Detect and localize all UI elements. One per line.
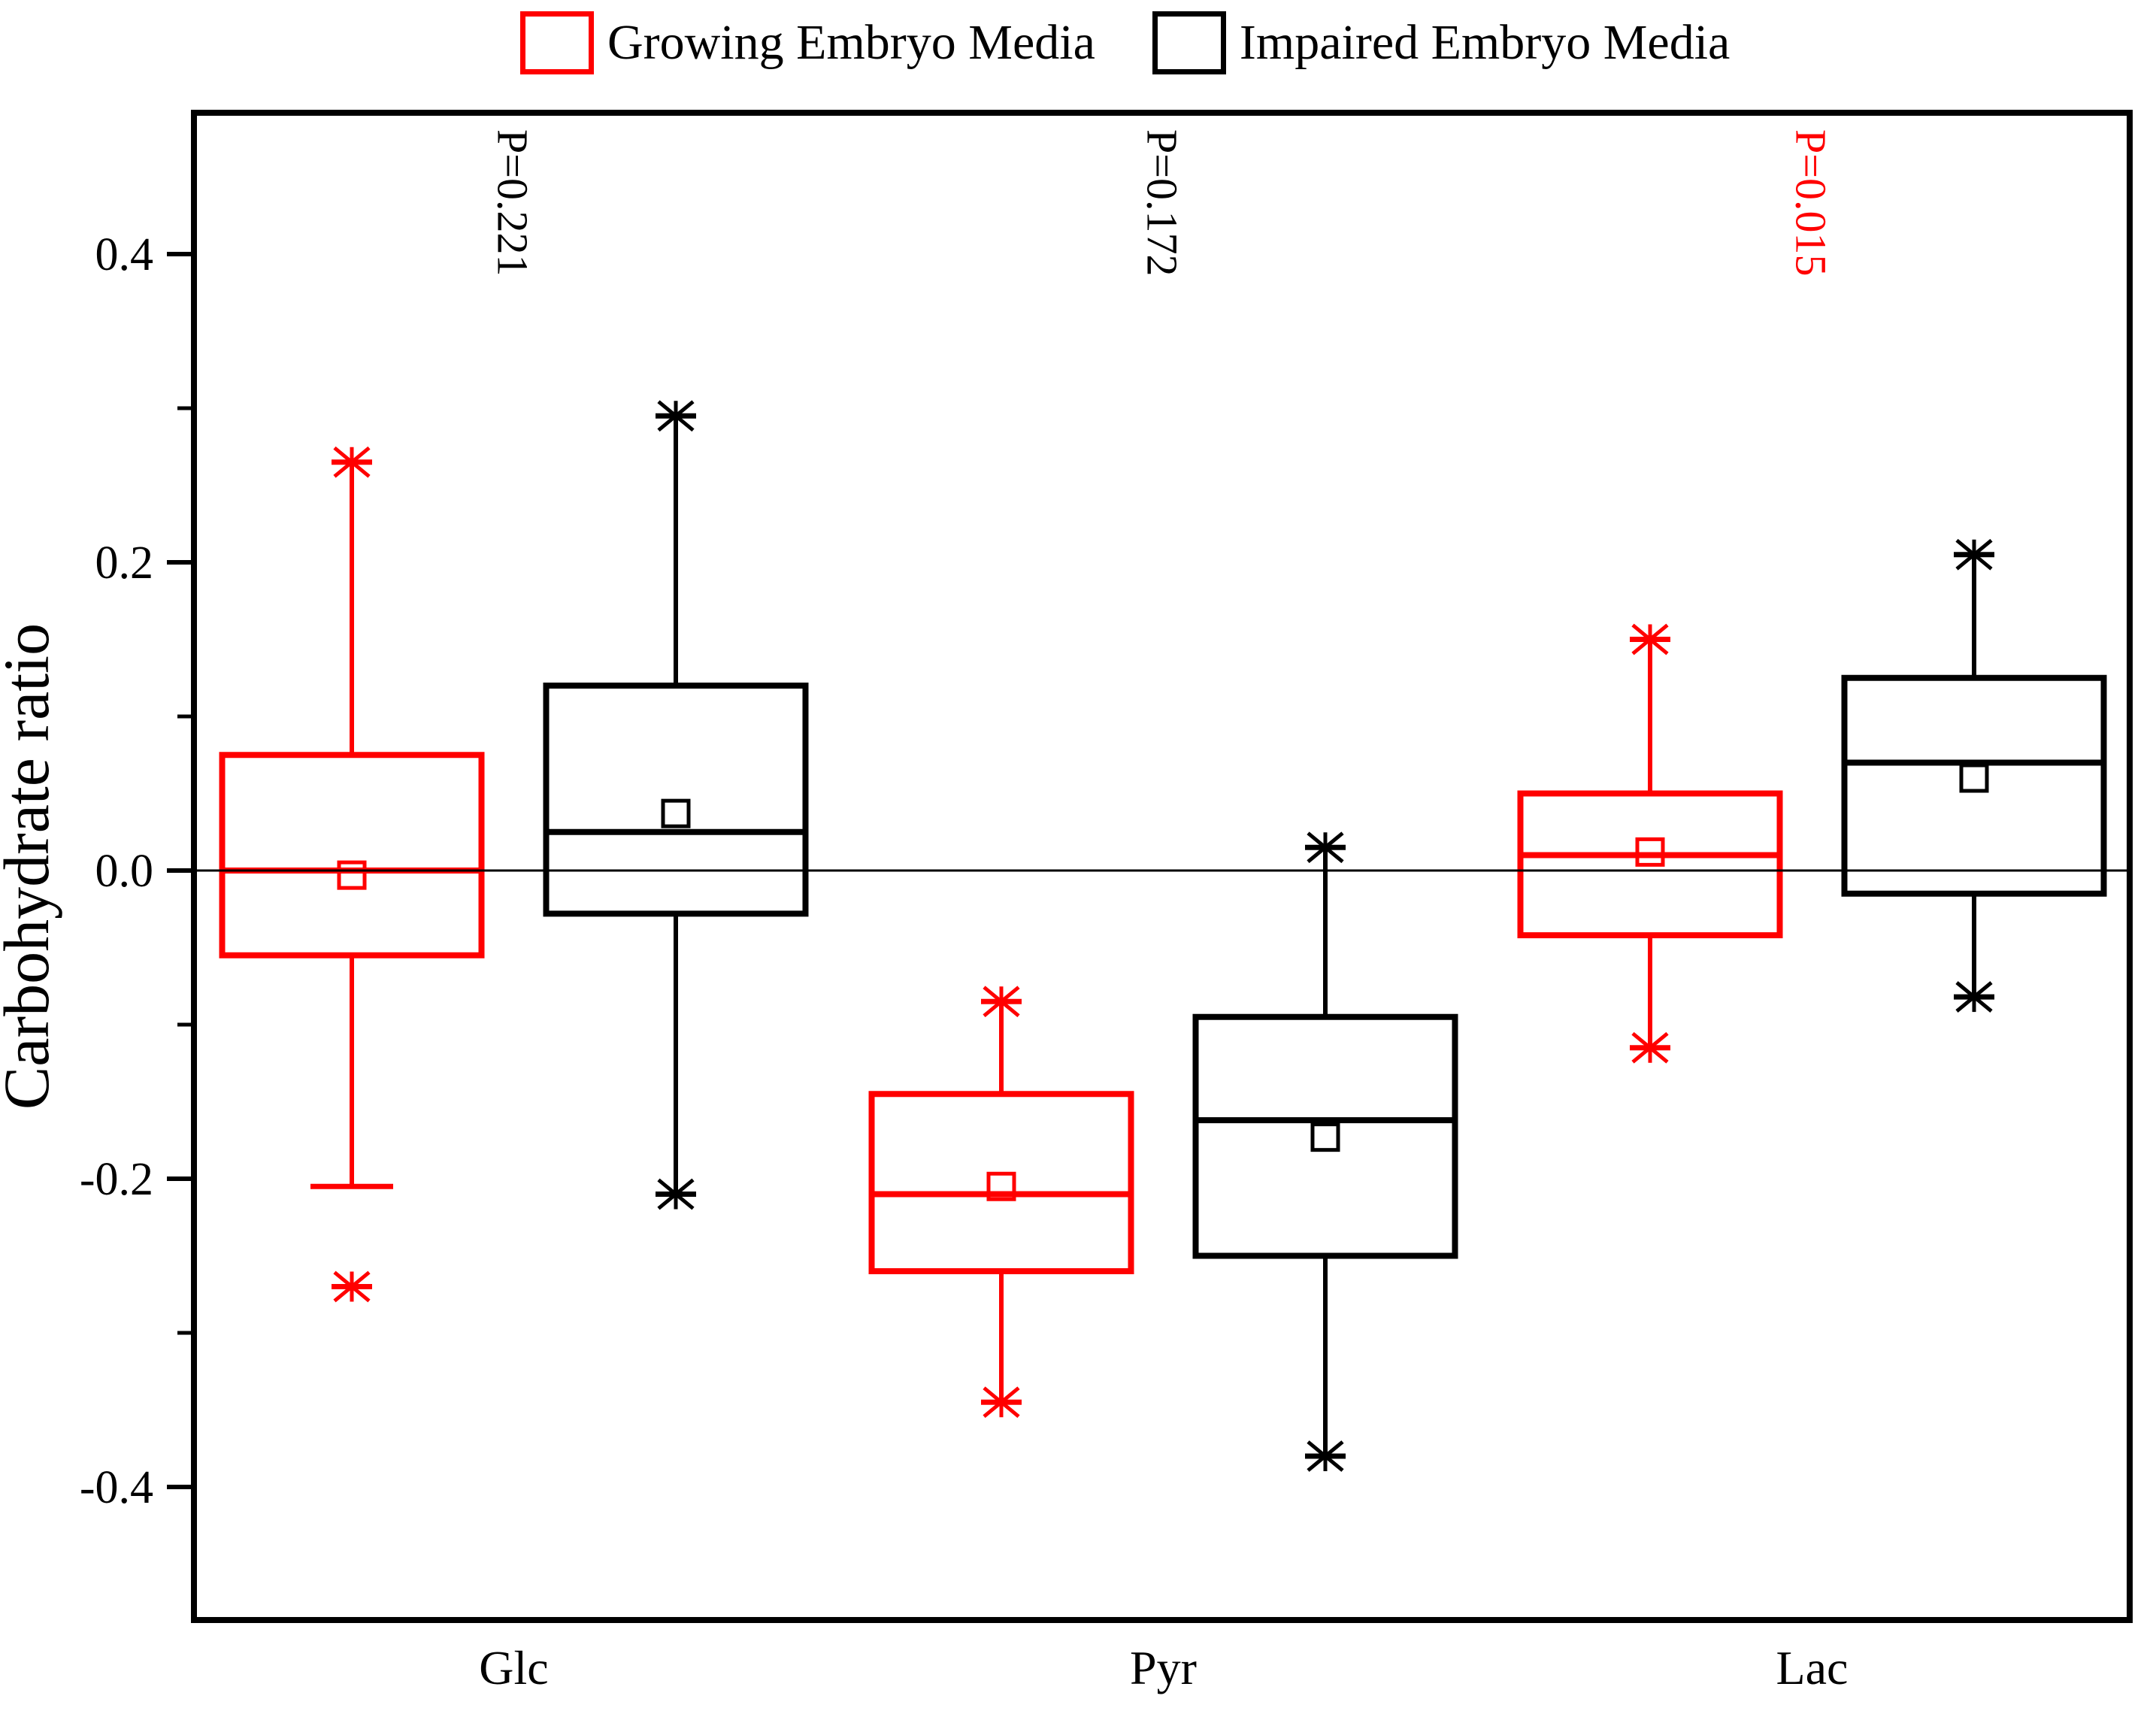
box-impaired-lac bbox=[1841, 538, 2107, 1013]
legend: Growing Embryo Media Impaired Embryo Med… bbox=[520, 11, 1773, 75]
x-category-label-pyr: Pyr bbox=[1130, 1641, 1197, 1694]
mean-marker bbox=[1310, 1122, 1340, 1152]
y-tick-label: -0.4 bbox=[80, 1462, 153, 1513]
p-value-glc: P=0.221 bbox=[489, 129, 537, 276]
mean-marker bbox=[661, 798, 691, 828]
x-category-label-glc: Glc bbox=[479, 1641, 548, 1694]
y-tick-label: 0.4 bbox=[95, 229, 154, 280]
y-tick-label: 0.2 bbox=[95, 538, 154, 589]
iqr-box bbox=[1192, 1013, 1458, 1259]
box-growing-glc bbox=[219, 446, 485, 1303]
iqr-box bbox=[1517, 790, 1783, 939]
iqr-box bbox=[868, 1091, 1134, 1274]
mean-marker bbox=[337, 860, 367, 890]
legend-swatch-impaired bbox=[1152, 11, 1226, 74]
legend-label-impaired: Impaired Embryo Media bbox=[1239, 15, 1731, 70]
mean-marker bbox=[986, 1171, 1016, 1201]
box-impaired-pyr bbox=[1192, 831, 1458, 1472]
box-growing-lac bbox=[1517, 623, 1783, 1064]
x-category-label-lac: Lac bbox=[1776, 1641, 1849, 1694]
mean-marker bbox=[1635, 837, 1665, 867]
iqr-box bbox=[219, 752, 485, 958]
legend-label-growing: Growing Embryo Media bbox=[607, 15, 1095, 70]
p-value-lac: P=0.015 bbox=[1787, 129, 1836, 276]
box-impaired-glc bbox=[543, 400, 809, 1210]
y-tick-label: -0.2 bbox=[80, 1154, 153, 1205]
y-tick-label: 0.0 bbox=[95, 846, 154, 897]
iqr-box bbox=[1841, 674, 2107, 897]
y-axis-title: Carbohydrate ratio bbox=[0, 623, 62, 1110]
legend-swatch-growing bbox=[520, 11, 594, 74]
plot-area bbox=[194, 113, 2130, 1620]
p-value-pyr: P=0.172 bbox=[1138, 129, 1187, 276]
iqr-box bbox=[543, 683, 809, 917]
plot-frame bbox=[191, 110, 2133, 1623]
box-growing-pyr bbox=[868, 986, 1134, 1419]
mean-marker bbox=[1959, 763, 1989, 793]
